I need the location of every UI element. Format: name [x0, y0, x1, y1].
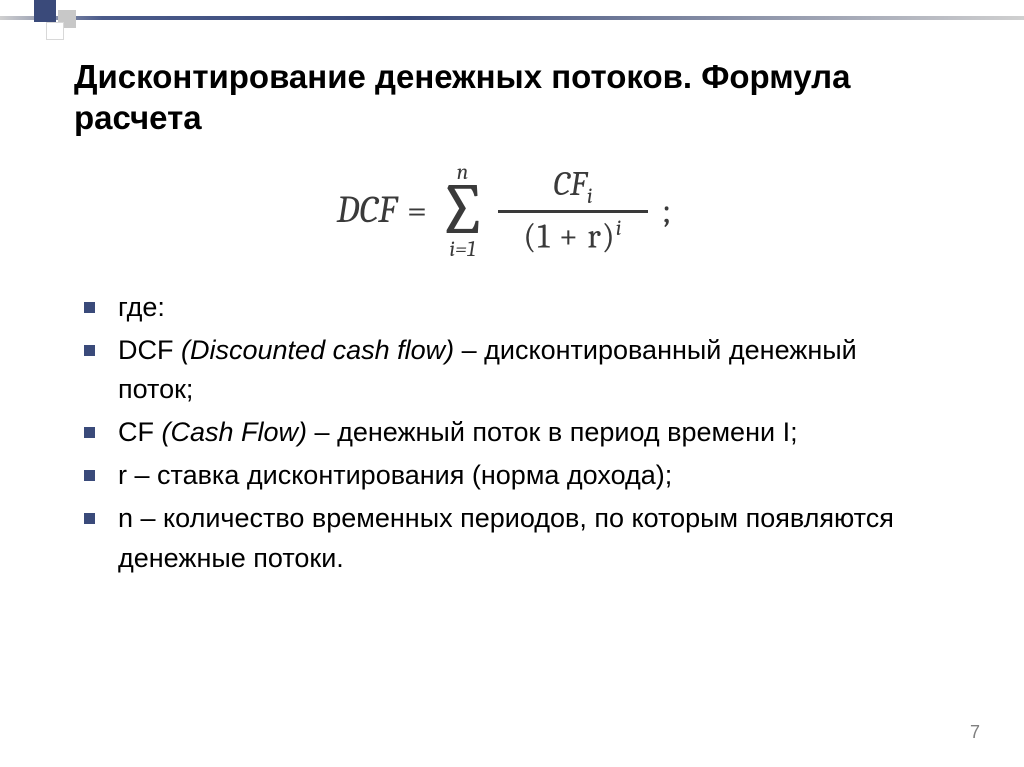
bullet-dcf-expansion: (Discounted cash flow)	[181, 335, 454, 365]
bullet-r: r – ставка дисконтирования (норма дохода…	[84, 456, 934, 495]
bullet-cf-symbol: CF	[118, 417, 154, 447]
bullet-cf-desc: – денежный поток в период времени I;	[307, 417, 798, 447]
numerator-base: CF	[553, 164, 587, 204]
sigma-lower-bound: i=1	[449, 238, 475, 260]
bullet-dcf: DCF (Discounted cash flow) – дисконтиров…	[84, 331, 934, 409]
denominator-exponent: i	[616, 215, 623, 241]
deco-square-white	[46, 22, 64, 40]
bullet-n: n – количество временных периодов, по ко…	[84, 499, 934, 577]
bullet-cf-expansion: (Cash Flow)	[162, 417, 308, 447]
bullet-where: где:	[84, 288, 934, 327]
page-number: 7	[970, 722, 980, 743]
bullet-dcf-symbol: DCF	[118, 335, 174, 365]
denominator-base: (1 + r)	[523, 217, 616, 257]
dcf-formula: DCF = n ∑ i=1 CFi (1 + r)i ;	[74, 161, 934, 260]
formula-terminator: ;	[662, 190, 672, 231]
sigma-symbol: ∑	[437, 179, 488, 240]
header-decoration	[0, 0, 1024, 40]
formula-fraction: CFi (1 + r)i	[498, 164, 648, 257]
bullet-cf: CF (Cash Flow) – денежный поток в период…	[84, 413, 934, 452]
numerator-subscript: i	[587, 182, 593, 208]
formula-equals: =	[407, 190, 427, 231]
formula-lhs: DCF	[337, 188, 397, 232]
slide-content: Дисконтирование денежных потоков. Формул…	[0, 40, 1024, 578]
fraction-numerator: CFi	[541, 164, 605, 211]
legend-list: где: DCF (Discounted cash flow) – дискон…	[74, 288, 934, 578]
slide-title: Дисконтирование денежных потоков. Формул…	[74, 56, 934, 139]
fraction-denominator: (1 + r)i	[523, 213, 622, 256]
formula-sigma: n ∑ i=1	[437, 161, 488, 260]
header-line	[0, 16, 1024, 20]
deco-square-dark	[34, 0, 56, 22]
